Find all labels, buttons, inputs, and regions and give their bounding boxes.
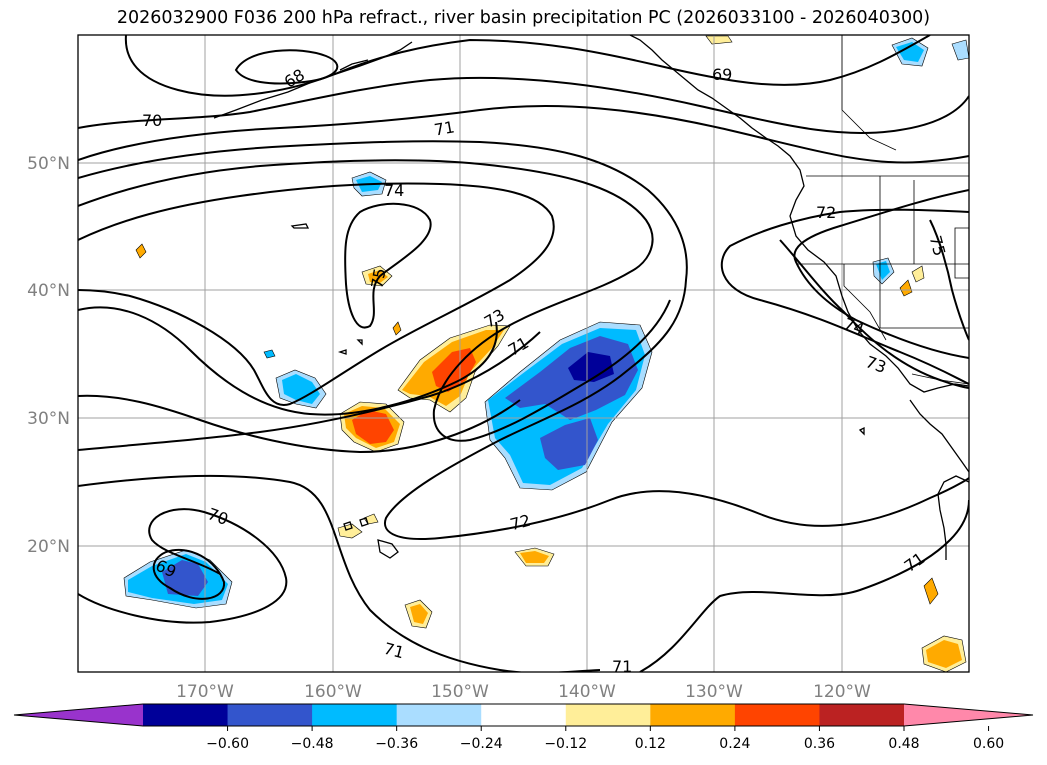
colorbar-segment xyxy=(481,704,567,726)
contour-label: 74 xyxy=(384,181,404,200)
lon-label-170w: 170°W xyxy=(176,682,234,702)
contour-68 xyxy=(234,49,339,85)
colorbar-tick-label: −0.12 xyxy=(544,736,587,752)
contour-label: 71 xyxy=(433,117,456,139)
lon-label-130w: 130°W xyxy=(685,682,743,702)
contour-label: 75 xyxy=(367,267,389,290)
contour-73-west xyxy=(78,306,498,416)
contour-label: 71 xyxy=(382,639,407,663)
refractivity-contours xyxy=(78,35,969,672)
contour-72-east xyxy=(720,208,969,385)
colorbar-segment xyxy=(565,704,651,726)
contour-71-west xyxy=(78,394,521,454)
longitude-labels: 170°W 160°W 150°W 140°W 130°W 120°W xyxy=(176,682,871,702)
plot-area xyxy=(78,35,969,672)
colorbar-tick-label: 0.24 xyxy=(719,736,750,752)
colorbar-segment xyxy=(312,704,398,726)
colorbar-tick-label: 0.12 xyxy=(635,736,666,752)
hawaii-islands xyxy=(377,539,399,559)
colorbar-tick-label: −0.48 xyxy=(291,736,334,752)
political-borders xyxy=(796,35,969,385)
colorbar-segment xyxy=(143,704,229,726)
plot-frame xyxy=(77,34,970,673)
contour-75 xyxy=(344,202,432,329)
north-america-coast xyxy=(629,35,969,393)
map-title: 2026032900 F036 200 hPa refract., river … xyxy=(116,8,931,28)
colorbar-extend-high xyxy=(904,704,1033,726)
contour-71-east xyxy=(639,499,969,672)
colorbar-tick-label: 0.60 xyxy=(973,736,1004,752)
colorbar-segment xyxy=(650,704,736,726)
contour-69-southwest xyxy=(152,549,226,600)
lon-label-150w: 150°W xyxy=(431,682,489,702)
gridlines xyxy=(78,35,969,672)
colorbar-segment xyxy=(819,704,905,726)
lat-label-20n: 20°N xyxy=(27,537,70,557)
lat-label-30n: 30°N xyxy=(27,409,70,429)
lon-label-140w: 140°W xyxy=(558,682,616,702)
contour-75-east xyxy=(929,219,969,341)
positive-pc-shading xyxy=(135,35,967,672)
contour-70-southwest xyxy=(78,508,288,624)
contour-69-north xyxy=(124,35,931,97)
contour-label: 72 xyxy=(508,511,533,535)
colorbar-tick-label: 0.36 xyxy=(804,736,835,752)
colorbar-tick-label: −0.60 xyxy=(206,736,249,752)
contour-72-west xyxy=(78,331,541,451)
colorbar-segment xyxy=(396,704,482,726)
lon-label-160w: 160°W xyxy=(304,682,362,702)
colorbar-extend-low xyxy=(14,704,143,726)
lon-label-120w: 120°W xyxy=(813,682,871,702)
contour-71-north xyxy=(78,105,969,164)
contour-72-main xyxy=(78,140,969,540)
baja-california-coast xyxy=(909,399,969,473)
colorbar-outline xyxy=(13,703,1034,727)
contour-label: 69 xyxy=(712,65,732,84)
contour-label: 71 xyxy=(612,657,632,676)
contour-73-east xyxy=(779,239,969,389)
latitude-labels: 50°N 40°N 30°N 20°N xyxy=(27,154,70,557)
colorbar-segment xyxy=(227,704,313,726)
contour-71-south xyxy=(78,474,601,672)
colorbar-tick-label: −0.24 xyxy=(460,736,503,752)
contour-74-east xyxy=(793,189,969,359)
contour-70-north xyxy=(78,76,969,135)
colorbar-tick-label: −0.36 xyxy=(375,736,418,752)
contour-74-main xyxy=(78,182,555,406)
lat-label-40n: 40°N xyxy=(27,281,70,301)
lat-label-50n: 50°N xyxy=(27,154,70,174)
contour-label: 72 xyxy=(816,203,836,222)
contour-label: 75 xyxy=(926,233,950,258)
colorbar-tick-label: 0.48 xyxy=(888,736,919,752)
colorbar: −0.60 −0.48 −0.36 −0.24 −0.12 0.12 0.24 0.36 0.4… xyxy=(13,703,1034,752)
colorbar-segment xyxy=(734,704,820,726)
contour-73-main xyxy=(78,159,671,442)
contour-label: 70 xyxy=(142,111,162,130)
